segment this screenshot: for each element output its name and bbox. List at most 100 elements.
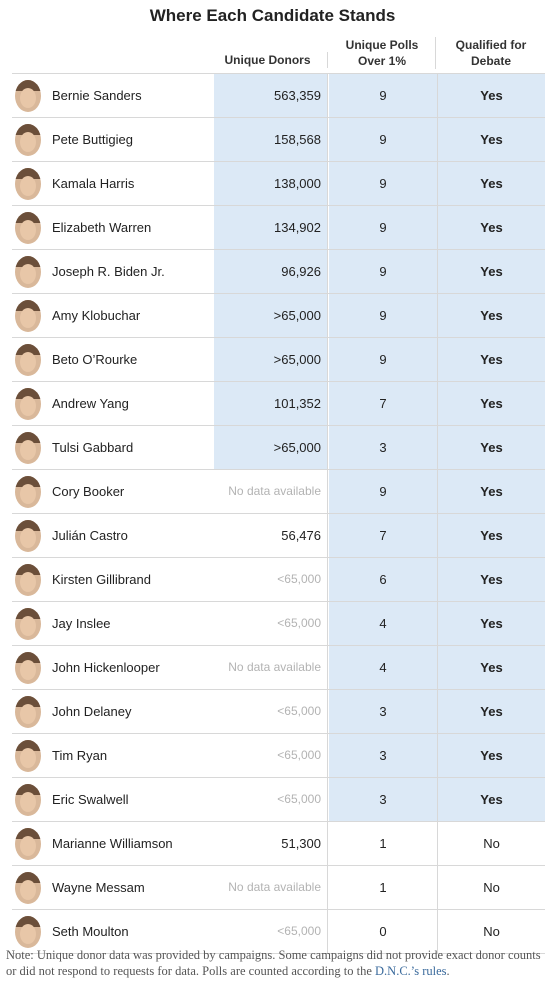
qualified-cell: Yes — [438, 426, 545, 469]
qualified-cell: Yes — [438, 206, 545, 249]
candidate-name: John Hickenlooper — [52, 660, 160, 675]
candidate-photo — [15, 520, 41, 552]
candidate-photo — [15, 740, 41, 772]
unique-donors-cell: >65,000 — [214, 338, 328, 381]
candidate-name: Joseph R. Biden Jr. — [52, 264, 165, 279]
table-row: Tulsi Gabbard >65,000 3 Yes — [12, 426, 545, 470]
qualified-cell: Yes — [438, 162, 545, 205]
table-row: Amy Klobuchar >65,000 9 Yes — [12, 294, 545, 338]
header-qual-line1: Qualified for — [455, 38, 527, 52]
candidate-name: Amy Klobuchar — [52, 308, 141, 323]
footnote-end: . — [446, 964, 450, 978]
unique-polls-cell: 3 — [329, 426, 438, 469]
candidate-photo — [15, 828, 41, 860]
candidate-name: Jay Inslee — [52, 616, 111, 631]
dnc-rules-link[interactable]: D.N.C.’s rules — [375, 964, 447, 978]
unique-polls-cell: 1 — [329, 822, 438, 865]
unique-donors-cell: <65,000 — [214, 778, 328, 821]
unique-donors-cell: 101,352 — [214, 382, 328, 425]
header-polls-line2: Over 1% — [357, 54, 407, 68]
candidate-name: John Delaney — [52, 704, 132, 719]
table-row: Seth Moulton <65,000 0 No — [12, 910, 545, 954]
unique-donors-cell: 138,000 — [214, 162, 328, 205]
qualified-cell: Yes — [438, 558, 545, 601]
unique-polls-cell: 9 — [329, 206, 438, 249]
candidate-name: Kirsten Gillibrand — [52, 572, 151, 587]
qualified-cell: Yes — [438, 778, 545, 821]
candidate-photo — [15, 432, 41, 464]
unique-donors-cell: >65,000 — [214, 294, 328, 337]
table-row: Eric Swalwell <65,000 3 Yes — [12, 778, 545, 822]
qualified-cell: Yes — [438, 294, 545, 337]
unique-polls-cell: 9 — [329, 162, 438, 205]
unique-polls-cell: 3 — [329, 778, 438, 821]
candidate-photo — [15, 784, 41, 816]
candidate-name: Pete Buttigieg — [52, 132, 133, 147]
candidate-name: Seth Moulton — [52, 924, 129, 939]
unique-polls-cell: 9 — [329, 294, 438, 337]
candidate-name: Andrew Yang — [52, 396, 129, 411]
candidate-photo — [15, 652, 41, 684]
unique-donors-cell: 96,926 — [214, 250, 328, 293]
unique-donors-cell: <65,000 — [214, 910, 328, 953]
qualified-cell: Yes — [438, 734, 545, 777]
qualified-cell: No — [483, 924, 500, 939]
candidate-name: Julián Castro — [52, 528, 128, 543]
candidate-name: Beto O’Rourke — [52, 352, 138, 367]
candidate-name: Wayne Messam — [52, 880, 145, 895]
unique-polls-cell: 4 — [329, 646, 438, 689]
candidate-photo — [15, 80, 41, 112]
candidate-table: Bernie Sanders 563,359 9 Yes Pete Buttigieg 1… — [12, 73, 545, 954]
qualified-cell: Yes — [438, 250, 545, 293]
candidate-photo — [15, 916, 41, 948]
unique-donors-cell: No data available — [214, 470, 328, 513]
table-row: Bernie Sanders 563,359 9 Yes — [12, 73, 545, 118]
table-row: Tim Ryan <65,000 3 Yes — [12, 734, 545, 778]
table-row: Kamala Harris 138,000 9 Yes — [12, 162, 545, 206]
table-row: Marianne Williamson 51,300 1 No — [12, 822, 545, 866]
header-polls-line1: Unique Polls — [345, 38, 419, 52]
candidate-photo — [15, 608, 41, 640]
table-row: Kirsten Gillibrand <65,000 6 Yes — [12, 558, 545, 602]
header-unique-polls: Unique Polls Over 1% — [329, 37, 436, 69]
page-title: Where Each Candidate Stands — [149, 6, 396, 25]
table-row: John Hickenlooper No data available 4 Yes — [12, 646, 545, 690]
table-row: Jay Inslee <65,000 4 Yes — [12, 602, 545, 646]
unique-polls-cell: 9 — [329, 470, 438, 513]
unique-donors-cell: 158,568 — [214, 118, 328, 161]
candidate-photo — [15, 300, 41, 332]
qualified-cell: Yes — [438, 514, 545, 557]
candidate-name: Elizabeth Warren — [52, 220, 152, 235]
unique-donors-cell: <65,000 — [214, 558, 328, 601]
candidate-photo — [15, 696, 41, 728]
candidate-photo — [15, 168, 41, 200]
unique-donors-cell: >65,000 — [214, 426, 328, 469]
qualified-cell: No — [483, 836, 500, 851]
unique-polls-cell: 3 — [329, 690, 438, 733]
table-row: Elizabeth Warren 134,902 9 Yes — [12, 206, 545, 250]
candidate-name: Tulsi Gabbard — [52, 440, 134, 455]
unique-polls-cell: 9 — [329, 250, 438, 293]
unique-polls-cell: 9 — [329, 118, 438, 161]
unique-polls-cell: 9 — [329, 338, 438, 381]
unique-polls-cell: 3 — [329, 734, 438, 777]
unique-donors-cell: 563,359 — [214, 74, 328, 117]
unique-polls-cell: 7 — [329, 382, 438, 425]
unique-donors-cell: 134,902 — [214, 206, 328, 249]
unique-donors-cell: 56,476 — [214, 514, 328, 557]
unique-donors-cell: No data available — [214, 866, 328, 909]
qualified-cell: Yes — [438, 74, 545, 117]
unique-polls-cell: 7 — [329, 514, 438, 557]
unique-polls-cell: 6 — [329, 558, 438, 601]
table-row: John Delaney <65,000 3 Yes — [12, 690, 545, 734]
unique-donors-cell: No data available — [214, 646, 328, 689]
header-qualified: Qualified for Debate — [437, 37, 545, 69]
unique-donors-cell: <65,000 — [214, 602, 328, 645]
candidate-photo — [15, 476, 41, 508]
qualified-cell: Yes — [438, 470, 545, 513]
unique-polls-cell: 1 — [329, 866, 438, 909]
table-row: Beto O’Rourke >65,000 9 Yes — [12, 338, 545, 382]
unique-donors-cell: <65,000 — [214, 690, 328, 733]
header-qual-line2: Debate — [470, 54, 511, 68]
qualified-cell: Yes — [438, 382, 545, 425]
